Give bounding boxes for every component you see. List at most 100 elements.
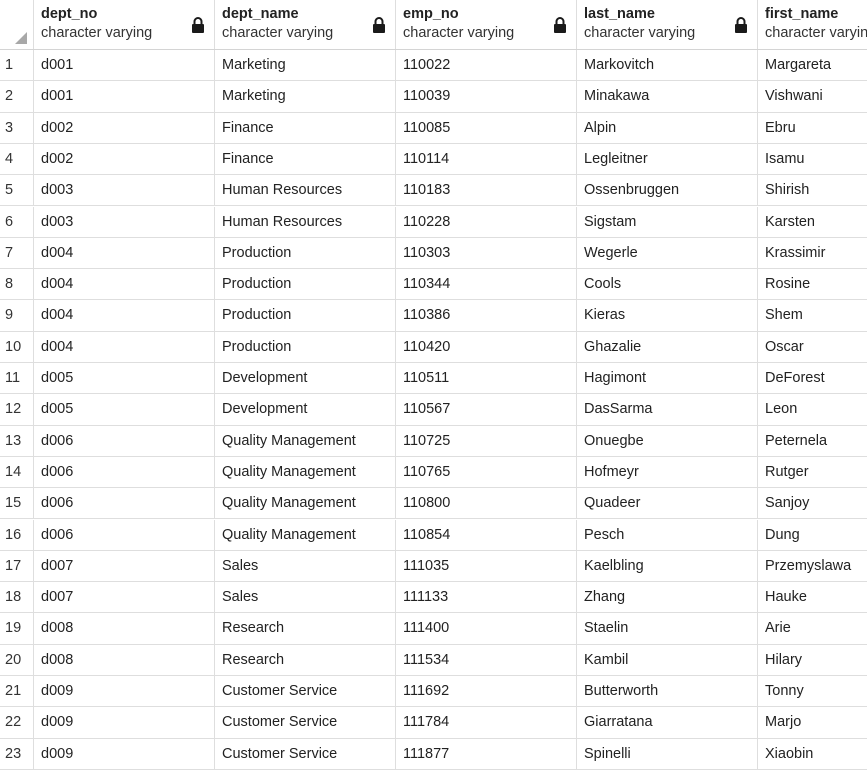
cell-first-name[interactable]: Arie — [765, 620, 791, 637]
row-number[interactable]: 14 — [0, 456, 34, 488]
table-row[interactable]: 22 d009 Customer Service 111784 Giarratana Ma… — [0, 707, 867, 739]
select-all-corner[interactable] — [0, 0, 34, 49]
cell-last-name[interactable]: Wegerle — [577, 237, 758, 269]
cell-emp-no[interactable]: 110386 — [396, 300, 577, 331]
cell-emp-no[interactable]: 110567 — [396, 394, 577, 425]
cell-dept-no[interactable]: d008 — [34, 613, 215, 644]
table-row[interactable]: 2 d001 Marketing 110039 Minakawa Vishwani — [0, 81, 867, 113]
row-number[interactable]: 15 — [0, 488, 34, 519]
cell-dept-no[interactable]: d009 — [34, 707, 215, 738]
cell-last-name[interactable]: Legleitner — [577, 143, 758, 175]
cell-first-name[interactable]: Hilary — [765, 651, 803, 668]
cell-dept-name[interactable]: Development — [215, 363, 396, 394]
cell-dept-name[interactable]: Finance — [215, 112, 396, 143]
row-number[interactable]: 7 — [0, 237, 34, 269]
column-header-emp-no[interactable]: emp_no character varying — [396, 0, 577, 49]
table-row[interactable]: 11 d005 Development 110511 Hagimont DeForest — [0, 363, 867, 395]
cell-dept-no[interactable]: d007 — [34, 582, 215, 613]
table-row[interactable]: 19 d008 Research 111400 Staelin Arie — [0, 613, 867, 645]
row-number[interactable]: 12 — [0, 394, 34, 425]
cell-dept-no[interactable]: d001 — [34, 81, 215, 112]
cell-emp-no[interactable]: 111400 — [396, 613, 577, 644]
table-row[interactable]: 6 d003 Human Resources 110228 Sigstam Karsten — [0, 206, 867, 238]
table-row[interactable]: 23 d009 Customer Service 111877 Spinelli Xiao… — [0, 738, 867, 770]
cell-last-name[interactable]: Sigstam — [577, 206, 758, 237]
cell-dept-name[interactable]: Marketing — [215, 81, 396, 112]
cell-emp-no[interactable]: 110511 — [396, 363, 577, 394]
row-number[interactable]: 11 — [0, 363, 34, 394]
cell-dept-name[interactable]: Quality Management — [215, 456, 396, 488]
cell-emp-no[interactable]: 111692 — [396, 676, 577, 707]
row-number[interactable]: 8 — [0, 269, 34, 300]
cell-dept-name[interactable]: Research — [215, 644, 396, 675]
cell-emp-no[interactable]: 110420 — [396, 331, 577, 362]
cell-dept-no[interactable]: d007 — [34, 550, 215, 582]
table-row[interactable]: 8 d004 Production 110344 Cools Rosine — [0, 269, 867, 301]
cell-first-name[interactable]: Leon — [765, 401, 798, 418]
cell-first-name[interactable]: Isamu — [765, 150, 805, 167]
cell-last-name[interactable]: Giarratana — [577, 707, 758, 738]
cell-first-name[interactable]: DeForest — [765, 370, 825, 386]
table-row[interactable]: 3 d002 Finance 110085 Alpin Ebru — [0, 112, 867, 144]
cell-dept-no[interactable]: d003 — [34, 175, 215, 206]
cell-dept-no[interactable]: d003 — [34, 206, 215, 237]
cell-first-name[interactable]: Przemyslawa — [765, 557, 852, 574]
row-number[interactable]: 4 — [0, 143, 34, 175]
row-number[interactable]: 17 — [0, 550, 34, 582]
cell-dept-name[interactable]: Human Resources — [215, 175, 396, 206]
cell-emp-no[interactable]: 110114 — [396, 143, 577, 175]
cell-first-name[interactable]: Sanjoy — [765, 495, 810, 512]
cell-last-name[interactable]: Staelin — [577, 613, 758, 644]
cell-dept-no[interactable]: d004 — [34, 331, 215, 362]
row-number[interactable]: 6 — [0, 206, 34, 237]
cell-dept-name[interactable]: Customer Service — [215, 707, 396, 738]
cell-last-name[interactable]: Ossenbruggen — [577, 175, 758, 206]
cell-dept-name[interactable]: Sales — [215, 550, 396, 582]
cell-first-name[interactable]: Peternela — [765, 432, 828, 449]
table-row[interactable]: 1 d001 Marketing 110022 Markovitch Margareta — [0, 50, 867, 82]
cell-dept-no[interactable]: d001 — [34, 50, 215, 81]
row-number[interactable]: 9 — [0, 300, 34, 331]
cell-emp-no[interactable]: 110765 — [396, 456, 577, 488]
cell-last-name[interactable]: Kaelbling — [577, 550, 758, 582]
cell-first-name[interactable]: Rutger — [765, 463, 809, 480]
cell-first-name[interactable]: Dung — [765, 526, 800, 543]
cell-first-name[interactable]: Shem — [765, 307, 803, 324]
cell-dept-no[interactable]: d009 — [34, 676, 215, 707]
cell-first-name[interactable]: Marjo — [765, 714, 802, 731]
row-number[interactable]: 13 — [0, 425, 34, 456]
cell-emp-no[interactable]: 110725 — [396, 425, 577, 456]
cell-dept-no[interactable]: d006 — [34, 425, 215, 456]
cell-last-name[interactable]: DasSarma — [577, 394, 758, 425]
cell-dept-name[interactable]: Customer Service — [215, 676, 396, 707]
table-row[interactable]: 13 d006 Quality Management 110725 Onuegbe Pet… — [0, 425, 867, 457]
cell-dept-name[interactable]: Sales — [215, 582, 396, 613]
cell-dept-no[interactable]: d009 — [34, 738, 215, 769]
cell-dept-name[interactable]: Quality Management — [215, 425, 396, 456]
cell-dept-no[interactable]: d008 — [34, 644, 215, 675]
row-number[interactable]: 22 — [0, 707, 34, 738]
cell-first-name[interactable]: Rosine — [765, 276, 811, 293]
cell-dept-no[interactable]: d004 — [34, 300, 215, 331]
table-row[interactable]: 18 d007 Sales 111133 Zhang Hauke — [0, 582, 867, 614]
cell-dept-name[interactable]: Production — [215, 269, 396, 300]
cell-last-name[interactable]: Onuegbe — [577, 425, 758, 456]
cell-dept-no[interactable]: d006 — [34, 519, 215, 550]
table-row[interactable]: 5 d003 Human Resources 110183 Ossenbruggen Sh… — [0, 175, 867, 207]
row-number[interactable]: 23 — [0, 738, 34, 769]
row-number[interactable]: 5 — [0, 175, 34, 206]
cell-last-name[interactable]: Hofmeyr — [577, 456, 758, 488]
table-row[interactable]: 9 d004 Production 110386 Kieras Shem — [0, 300, 867, 332]
cell-dept-name[interactable]: Research — [215, 613, 396, 644]
row-number[interactable]: 18 — [0, 582, 34, 613]
cell-emp-no[interactable]: 111133 — [396, 582, 577, 613]
cell-dept-no[interactable]: d006 — [34, 456, 215, 488]
cell-dept-name[interactable]: Development — [215, 394, 396, 425]
cell-dept-no[interactable]: d005 — [34, 363, 215, 394]
cell-first-name[interactable]: Shirish — [765, 182, 810, 199]
cell-first-name[interactable]: Krassimir — [765, 244, 826, 261]
cell-emp-no[interactable]: 111035 — [396, 550, 577, 582]
cell-first-name[interactable]: Ebru — [765, 119, 796, 136]
table-row[interactable]: 21 d009 Customer Service 111692 Butterworth T… — [0, 676, 867, 708]
cell-emp-no[interactable]: 110183 — [396, 175, 577, 206]
